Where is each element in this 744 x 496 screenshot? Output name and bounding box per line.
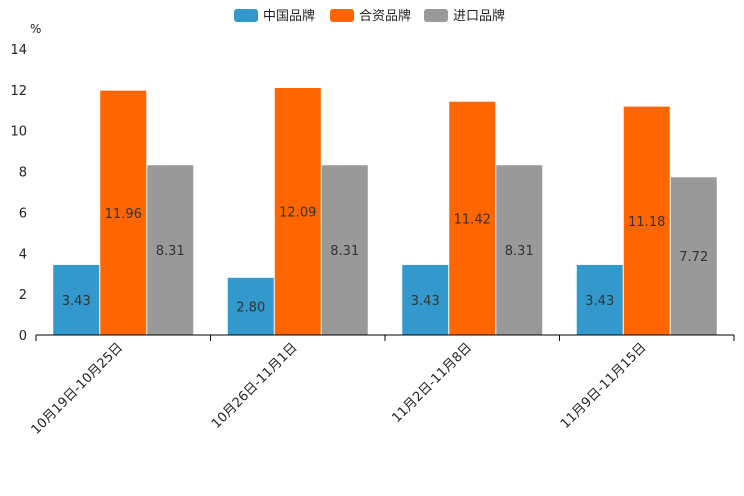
bar[interactable] — [496, 165, 543, 335]
bar[interactable] — [670, 177, 717, 335]
y-tick-label: 4 — [19, 247, 27, 262]
data-label: 12.09 — [279, 206, 316, 221]
legend-label[interactable]: 进口品牌 — [453, 8, 505, 24]
data-label: 3.43 — [411, 294, 440, 309]
x-axis: 10月19日-10月25日 10月26日-11月1日 11月2日-11月8日 11月9… — [29, 335, 735, 438]
legend-swatch — [234, 9, 258, 22]
bar[interactable] — [449, 101, 496, 335]
y-tick-label: 6 — [19, 206, 27, 221]
bars — [53, 88, 717, 335]
data-label: 8.31 — [505, 244, 534, 259]
y-tick-label: 0 — [19, 329, 27, 344]
y-tick-label: 10 — [10, 125, 27, 140]
legend-swatch — [330, 9, 354, 22]
y-tick-label: 8 — [19, 166, 27, 181]
bar[interactable] — [321, 165, 368, 335]
data-label: 3.43 — [62, 294, 91, 309]
data-label: 3.43 — [585, 294, 614, 309]
bar[interactable] — [576, 264, 623, 335]
bar[interactable] — [147, 165, 194, 335]
y-tick-label: 2 — [19, 288, 27, 303]
bar[interactable] — [274, 88, 321, 335]
bar[interactable] — [100, 90, 147, 335]
data-label: 8.31 — [156, 244, 185, 259]
y-tick-label: 12 — [10, 84, 27, 99]
x-tick-label: 11月2日-11月8日 — [389, 340, 475, 426]
x-tick-label: 11月9日-11月15日 — [558, 340, 650, 432]
x-tick-label: 10月19日-10月25日 — [29, 340, 126, 437]
data-label: 8.31 — [330, 244, 359, 259]
bar[interactable] — [623, 106, 670, 335]
x-tick-label: 10月26日-11月1日 — [209, 340, 301, 432]
data-label: 11.18 — [628, 215, 665, 230]
data-label: 2.80 — [236, 300, 265, 315]
legend-label[interactable]: 合资品牌 — [359, 8, 411, 24]
data-label: 7.72 — [679, 250, 708, 265]
y-axis: 0 2 4 6 8 10 12 14 — [10, 43, 27, 344]
y-axis-unit-label: % — [30, 22, 41, 36]
y-tick-label: 14 — [10, 43, 27, 58]
legend-swatch — [424, 9, 448, 22]
data-labels: 3.43 11.96 8.31 2.80 12.09 8.31 3.43 11.42 8.31 3… — [62, 206, 708, 316]
data-label: 11.96 — [105, 207, 142, 222]
data-label: 11.42 — [454, 212, 491, 227]
bar[interactable] — [227, 277, 274, 335]
bar[interactable] — [402, 264, 449, 335]
legend: 中国品牌 合资品牌 进口品牌 — [234, 8, 505, 24]
bar[interactable] — [53, 264, 100, 335]
legend-label[interactable]: 中国品牌 — [263, 8, 315, 24]
